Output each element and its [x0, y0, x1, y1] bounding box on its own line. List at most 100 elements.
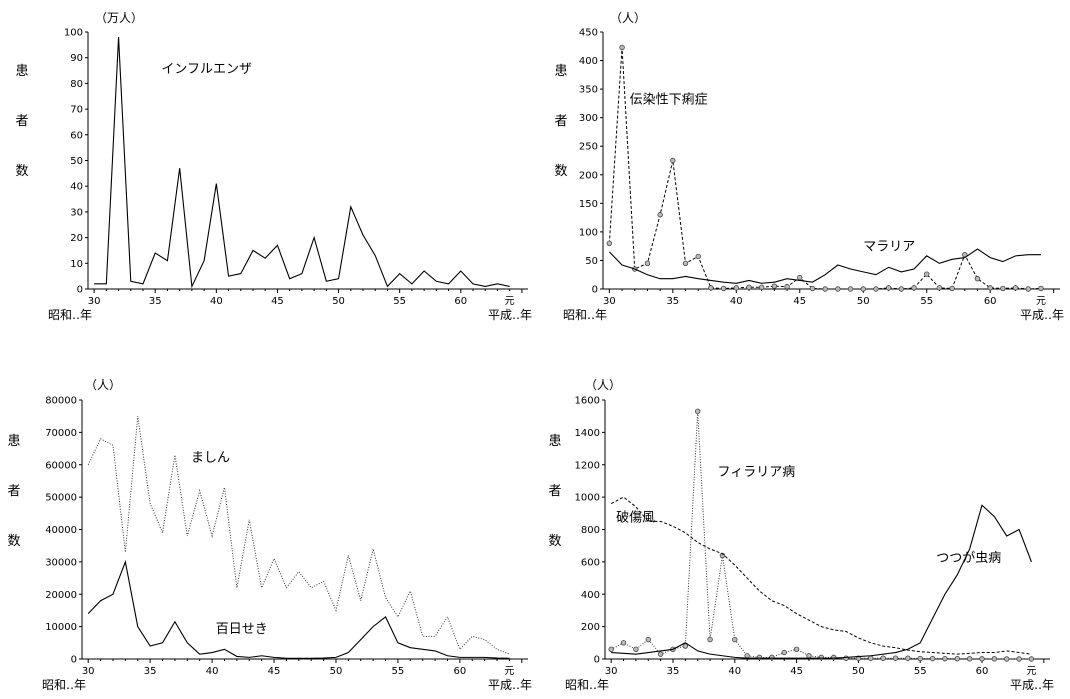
- series-point: [868, 655, 874, 661]
- series-point: [1025, 286, 1031, 292]
- y-unit-label: （人）: [85, 378, 121, 392]
- y-unit-label: （人）: [610, 11, 646, 25]
- series-point: [708, 285, 714, 291]
- x-tick-label: 60: [454, 296, 467, 307]
- y-axis-label-char: 数: [15, 164, 28, 179]
- y-tick-label: 350: [579, 85, 598, 96]
- series-point: [885, 285, 892, 291]
- series-point: [966, 656, 973, 662]
- y-axis-label-char: 者: [554, 114, 567, 129]
- y-tick-label: 0: [71, 655, 77, 666]
- y-tick-label: 600: [581, 557, 600, 568]
- x-tick-label: 30: [603, 296, 616, 307]
- series-point: [608, 646, 614, 652]
- series-line: [94, 37, 510, 289]
- series-point: [744, 653, 750, 659]
- series-label: フィラリア病: [717, 465, 795, 480]
- y-tick-label: 40: [70, 182, 83, 193]
- series-point: [644, 260, 651, 266]
- y-tick-label: 200: [581, 622, 600, 633]
- series-label: ましん: [191, 451, 230, 466]
- series-point: [1016, 656, 1022, 662]
- y-axis-label-char: 数: [554, 164, 567, 179]
- series-point: [797, 274, 803, 281]
- y-tick-label: 1000: [575, 493, 600, 504]
- series-point: [979, 656, 985, 662]
- series-point: [756, 654, 763, 661]
- chart-svg: （万人） 患者数 0 10 20 30 40 50 60 70 80 90 100 30 35 40 45 50 5…: [15, 11, 532, 322]
- series-point: [657, 212, 663, 218]
- x-tick-label: 40: [728, 666, 741, 677]
- x-tick-label: 55: [914, 666, 927, 677]
- y-tick-label: 0: [594, 655, 600, 666]
- series-label: 伝染性下痢症: [630, 91, 708, 107]
- x-tick-label: 60: [453, 666, 466, 677]
- x-tick-label: 35: [144, 666, 157, 677]
- y-tick-label: 20000: [45, 590, 77, 601]
- series-label: つつが虫病: [936, 551, 1001, 566]
- y-tick-label: 1600: [575, 396, 600, 407]
- x-tick-label: 30: [605, 666, 618, 677]
- y-axis-label-char: 数: [548, 534, 561, 549]
- y-axis-label-char: 患: [554, 64, 567, 79]
- x-tick-label: 45: [268, 666, 281, 677]
- x-tick-label-end: 元: [505, 296, 515, 307]
- x-tick-label-end: 元: [1036, 296, 1046, 307]
- series-point: [1004, 656, 1010, 662]
- y-tick-label: 10: [70, 259, 83, 270]
- y-axis-label-char: 者: [7, 484, 20, 499]
- series-label: 百日せき: [216, 622, 268, 637]
- y-tick-label: 150: [579, 199, 598, 210]
- series-point: [784, 284, 790, 290]
- series-point: [1028, 656, 1035, 662]
- series-point: [733, 285, 739, 291]
- y-tick-label: 1400: [575, 428, 600, 439]
- series-point: [911, 285, 917, 291]
- series-point: [843, 655, 849, 661]
- series-point: [974, 276, 981, 282]
- series-point: [898, 286, 905, 292]
- series-point: [633, 646, 639, 652]
- y-tick-label: 40000: [45, 525, 77, 536]
- x-tick-label: 60: [984, 296, 997, 307]
- x-tick-label: 60: [976, 666, 989, 677]
- x-era-label-left: 昭和‥年: [565, 678, 609, 692]
- x-tick-label: 50: [852, 666, 865, 677]
- y-tick-label: 1200: [575, 460, 600, 471]
- y-tick-label: 50: [585, 256, 598, 267]
- series-point: [720, 285, 727, 292]
- x-era-label-left: 昭和‥年: [42, 678, 86, 692]
- y-tick-label: 400: [581, 590, 600, 601]
- x-tick-label: 45: [271, 296, 284, 307]
- chart-measles-pertussis: （人） 患者数 0 10000 20000 30000 40000 50000 60000 700…: [0, 365, 535, 695]
- y-unit-label: （万人）: [95, 11, 143, 25]
- x-tick-label-end: 元: [504, 666, 514, 677]
- x-tick-label: 45: [793, 296, 806, 307]
- x-tick-label: 35: [666, 296, 679, 307]
- x-tick-label: 35: [667, 666, 680, 677]
- series-point: [695, 253, 701, 260]
- y-tick-label: 70000: [45, 428, 77, 439]
- x-era-label-left: 昭和‥年: [563, 308, 607, 322]
- y-tick-label: 250: [579, 142, 598, 153]
- x-tick-label: 40: [210, 296, 223, 307]
- y-tick-label: 400: [579, 56, 598, 67]
- series-line: [610, 496, 1032, 655]
- series-point: [917, 655, 923, 662]
- y-axis-label-char: 患: [15, 64, 28, 79]
- chart-svg: （人） 患者数 0 200 400 600 800 1000 1200 1400 1600 30 35 4…: [548, 378, 1054, 692]
- series-point: [991, 656, 998, 662]
- y-tick-label: 80: [70, 79, 83, 90]
- series-point: [809, 285, 816, 292]
- y-tick-label: 50000: [45, 493, 77, 504]
- x-era-label-right: 平成‥年: [488, 308, 532, 322]
- y-tick-label: 800: [581, 525, 600, 536]
- chart-svg: （人） 患者数 0 50 100 150 200 250 300 350 400 450 30 35 40 4…: [554, 11, 1064, 322]
- x-tick-label: 55: [393, 296, 406, 307]
- series-point: [793, 646, 800, 652]
- series-point: [905, 655, 911, 661]
- series-point: [835, 286, 841, 292]
- x-tick-label: 30: [82, 666, 95, 677]
- series-point: [942, 655, 948, 662]
- y-tick-label: 60000: [45, 460, 77, 471]
